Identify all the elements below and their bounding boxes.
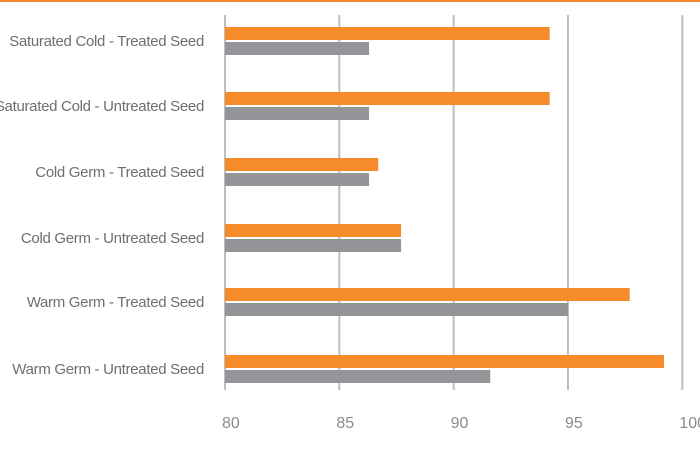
bar-series-1: [225, 27, 550, 40]
category-label: Saturated Cold - Treated Seed: [9, 33, 204, 50]
category-label: Cold Germ - Untreated Seed: [21, 230, 204, 247]
x-tick-label: 85: [336, 415, 354, 432]
bar-series-1: [225, 288, 630, 301]
bar-series-1: [225, 92, 550, 105]
x-tick-label: 90: [451, 415, 469, 432]
top-accent-line: [0, 0, 700, 2]
bar-series-1: [225, 224, 402, 237]
bar-series-2: [225, 370, 491, 383]
category-label: Warm Germ - Untreated Seed: [12, 361, 204, 378]
x-tick-label: 100: [679, 415, 700, 432]
bar-series-2: [225, 173, 370, 186]
bar-series-2: [225, 303, 568, 316]
category-label: Warm Germ - Treated Seed: [27, 294, 204, 311]
category-label: Cold Germ - Treated Seed: [35, 164, 204, 181]
x-tick-label: 95: [565, 415, 583, 432]
bar-series-2: [225, 107, 370, 120]
bar-series-2: [225, 42, 370, 55]
bar-series-1: [225, 158, 379, 171]
category-label: Saturated Cold - Untreated Seed: [0, 98, 204, 115]
bar-series-2: [225, 239, 402, 252]
x-tick-label: 80: [222, 415, 240, 432]
bar-series-1: [225, 355, 665, 368]
